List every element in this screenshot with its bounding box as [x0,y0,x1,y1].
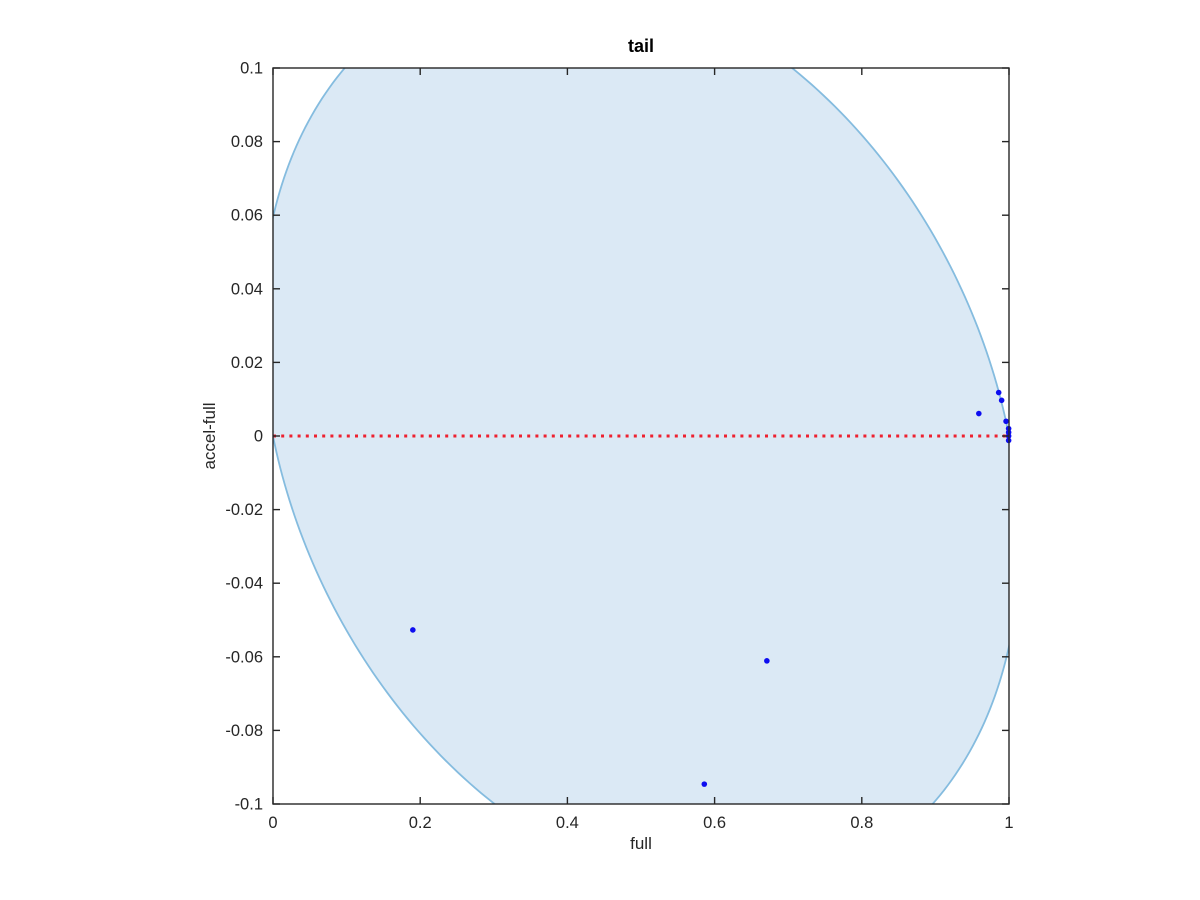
data-point [1003,418,1009,425]
y-tick-label: 0 [254,428,263,446]
chart-title: tail [627,36,654,56]
x-tick-label: 0 [268,814,277,832]
y-tick-label: -0.08 [225,722,263,740]
x-tick-label: 1 [1004,814,1013,832]
x-tick-label: 0.4 [556,814,579,832]
y-tick-label: 0.08 [231,133,263,151]
y-tick-label: -0.04 [225,575,263,593]
y-tick-label: 0.06 [231,207,263,225]
x-tick-label: 0.2 [409,814,432,832]
data-point [995,389,1002,396]
data-point [764,658,770,664]
y-tick-label: -0.06 [225,648,263,666]
y-tick-label: 0.1 [240,60,263,78]
data-point [976,410,982,417]
data-point [701,781,708,787]
data-point [410,627,416,633]
y-tick-label: 0.04 [231,280,263,298]
y-tick-label: 0.02 [231,354,263,372]
y-tick-label: -0.1 [235,796,263,814]
y-tick-label: -0.02 [225,501,263,519]
x-tick-label: 0.6 [703,814,726,832]
x-axis-label: full [630,834,652,853]
confidence-ellipse [273,68,1009,804]
x-tick-label: 0.8 [850,814,873,832]
data-point [998,397,1005,404]
